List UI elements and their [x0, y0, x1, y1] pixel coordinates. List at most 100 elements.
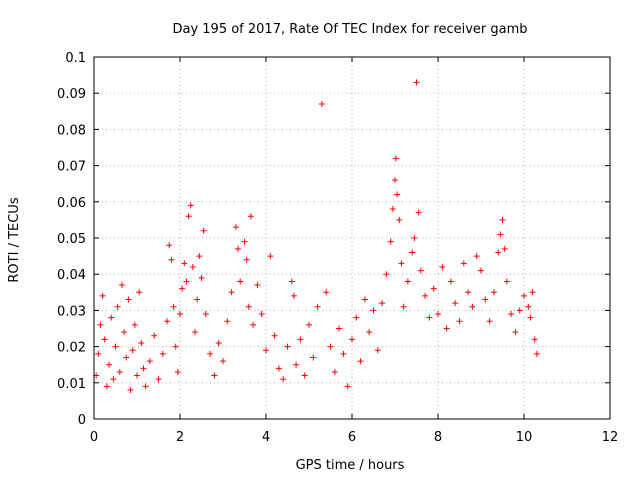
y-tick-label: 0.1 [65, 51, 86, 66]
data-point [177, 311, 183, 318]
data-point [275, 365, 282, 372]
data-point [168, 256, 175, 263]
data-point [527, 314, 534, 321]
data-point [469, 303, 476, 310]
data-point [357, 358, 364, 365]
data-point [409, 249, 416, 256]
data-point [151, 332, 158, 339]
data-point [116, 368, 123, 375]
x-tick-label: 2 [176, 430, 184, 445]
data-point [439, 263, 446, 270]
data-point [404, 278, 411, 285]
data-point [134, 372, 140, 379]
data-point [258, 311, 265, 318]
data-point [353, 314, 360, 321]
data-point [501, 245, 508, 252]
data-point [331, 368, 338, 375]
x-tick-label: 6 [348, 430, 356, 445]
data-point [430, 285, 437, 292]
data-point [127, 387, 134, 394]
data-point [531, 336, 538, 343]
data-points [93, 79, 540, 394]
data-point [426, 314, 433, 321]
x-tick-label: 0 [90, 430, 98, 445]
data-point [106, 361, 113, 368]
data-point [131, 321, 138, 328]
data-point [235, 245, 242, 252]
x-tick-label: 12 [602, 430, 619, 445]
data-point [387, 238, 394, 245]
data-point [194, 296, 201, 303]
data-point [525, 303, 532, 310]
data-point [301, 372, 308, 379]
data-point [422, 292, 429, 299]
data-point [336, 325, 343, 332]
data-point [323, 289, 330, 296]
y-tick-label: 0.06 [57, 196, 86, 211]
y-tick-label: 0.03 [57, 304, 86, 319]
data-point [138, 339, 145, 346]
data-point [529, 289, 536, 296]
x-tick-label: 8 [434, 430, 442, 445]
data-point [413, 79, 420, 86]
data-point [366, 329, 373, 336]
data-point [108, 314, 115, 321]
data-point [136, 289, 143, 296]
data-point [187, 202, 194, 209]
y-tick-label: 0.04 [57, 268, 86, 283]
data-point [417, 267, 424, 274]
x-tick-label: 4 [262, 430, 270, 445]
data-point [327, 343, 334, 350]
data-point [508, 311, 515, 318]
data-point [486, 318, 493, 325]
data-point [95, 350, 102, 357]
data-point [129, 347, 136, 354]
data-point [271, 332, 278, 339]
y-tick-label: 0.09 [57, 87, 86, 102]
y-tick-label: 0.07 [57, 160, 86, 175]
data-point [114, 303, 121, 310]
data-point [415, 209, 422, 216]
data-point [310, 354, 317, 361]
data-point [516, 307, 523, 314]
data-point [123, 354, 130, 361]
data-point [340, 350, 347, 357]
x-tick-label: 10 [516, 430, 533, 445]
data-point [396, 216, 403, 223]
y-tick-label: 0.08 [57, 123, 86, 138]
y-tick-label: 0.05 [57, 232, 86, 247]
data-point [247, 213, 254, 220]
data-point [392, 155, 399, 162]
data-point [490, 289, 497, 296]
data-point [101, 336, 108, 343]
data-point [499, 216, 506, 223]
data-point [254, 282, 261, 289]
data-point [465, 289, 472, 296]
data-point [97, 321, 104, 328]
data-point [140, 365, 147, 372]
data-point [374, 347, 381, 354]
data-point [245, 303, 252, 310]
data-point [170, 303, 177, 310]
data-point [224, 318, 231, 325]
data-point [189, 263, 196, 270]
data-point [452, 300, 459, 307]
data-point [241, 238, 248, 245]
data-point [179, 285, 186, 292]
data-point [288, 278, 295, 285]
data-point [503, 278, 510, 285]
data-point [411, 235, 418, 241]
data-point [435, 311, 441, 318]
data-point [211, 372, 218, 379]
data-point [207, 350, 214, 357]
x-axis-label: GPS time / hours [296, 458, 405, 473]
data-point [103, 383, 110, 390]
data-point [314, 303, 321, 310]
data-point [118, 282, 125, 289]
data-point [383, 271, 390, 278]
data-point [293, 361, 300, 368]
data-point [112, 343, 119, 350]
y-tick-label: 0.01 [57, 377, 86, 392]
data-point [99, 292, 106, 299]
